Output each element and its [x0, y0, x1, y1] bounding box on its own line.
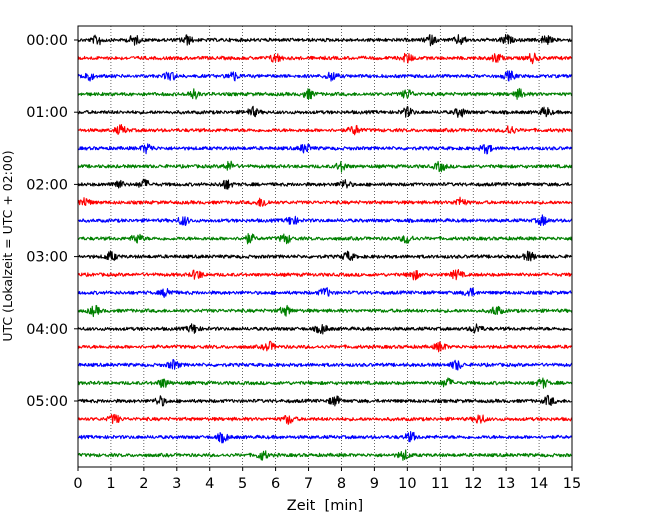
trace-0315 — [77, 268, 573, 281]
trace-group — [77, 33, 573, 461]
trace-0000 — [77, 33, 573, 47]
trace-0030 — [77, 70, 573, 82]
x-tick-label: 5 — [238, 476, 247, 492]
trace-0345 — [77, 304, 573, 318]
x-axis: 0 1 2 3 4 5 6 7 8 9 10 11 12 13 14 15 — [73, 467, 581, 492]
trace-0445 — [77, 377, 573, 389]
trace-0045 — [77, 87, 573, 101]
trace-0430 — [77, 359, 573, 371]
x-tick-label: 1 — [106, 476, 115, 492]
trace-0015 — [77, 52, 573, 65]
trace-0500 — [77, 394, 573, 407]
y-tick-label: 01:00 — [26, 105, 68, 121]
y-tick-label: 00:00 — [26, 33, 68, 49]
trace-0130 — [77, 143, 573, 155]
x-tick-label: 10 — [398, 476, 416, 492]
trace-0300 — [77, 250, 573, 262]
x-tick-label: 7 — [304, 476, 313, 492]
x-tick-label: 14 — [530, 476, 548, 492]
trace-0230 — [77, 214, 573, 227]
trace-0115 — [77, 123, 573, 136]
trace-0145 — [77, 160, 573, 173]
trace-0545 — [77, 449, 573, 461]
x-tick-label: 15 — [563, 476, 581, 492]
x-tick-label: 8 — [337, 476, 346, 492]
trace-0400 — [77, 323, 573, 335]
trace-0200 — [77, 178, 573, 190]
trace-0515 — [77, 413, 573, 425]
x-tick-label: 2 — [139, 476, 148, 492]
y-axis: 00:00 01:00 02:00 03:00 04:00 05:00 — [26, 33, 78, 410]
x-tick-label: 11 — [431, 476, 449, 492]
y-axis-label: UTC (Lokalzeit = UTC + 02:00) — [0, 150, 15, 341]
trace-0415 — [77, 340, 573, 353]
trace-0215 — [77, 196, 573, 207]
x-tick-label: 6 — [271, 476, 280, 492]
x-tick-label: 9 — [370, 476, 379, 492]
trace-0100 — [77, 105, 573, 118]
x-tick-label: 13 — [497, 476, 515, 492]
y-tick-label: 04:00 — [26, 322, 68, 338]
plot-frame — [77, 25, 573, 468]
trace-0330 — [77, 287, 573, 298]
x-tick-label: 12 — [464, 476, 482, 492]
trace-0245 — [77, 233, 573, 245]
y-tick-label: 02:00 — [26, 177, 68, 193]
y-tick-label: 03:00 — [26, 250, 68, 266]
x-tick-label: 3 — [172, 476, 181, 492]
x-axis-label: Zeit [min] — [287, 498, 363, 514]
y-tick-label: 05:00 — [26, 394, 68, 410]
x-tick-label: 4 — [205, 476, 214, 492]
trace-0530 — [77, 431, 573, 444]
x-tick-label: 0 — [73, 476, 82, 492]
